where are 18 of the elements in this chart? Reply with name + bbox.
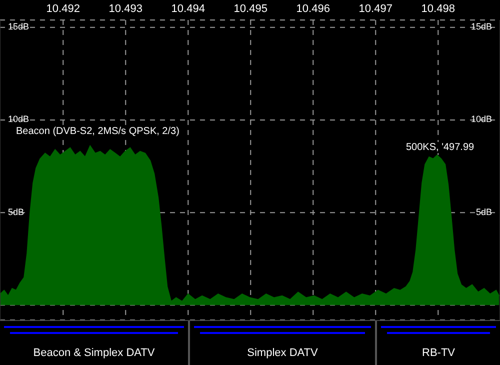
y2-tick-label: 15dB	[470, 22, 492, 32]
y-tick-label: 15dB	[8, 22, 30, 32]
x-tick-label: 10.493	[108, 3, 142, 15]
y2-tick-label: 5dB	[476, 206, 492, 217]
annotation: 500KS, '497.99	[405, 142, 476, 153]
text: Beacon & Simplex DATV	[32, 347, 156, 359]
text: Simplex DATV	[246, 347, 319, 359]
y-tick-label: 10dB	[8, 114, 30, 124]
y-tick-label: 5dB	[8, 206, 24, 217]
x-tick-label: 10.495	[234, 3, 268, 15]
y2-tick-label: 10dB	[470, 114, 492, 124]
x-tick-label: 10.492	[46, 3, 80, 15]
x-tick-label: 10.496	[296, 3, 330, 15]
x-tick-label: 10.497	[358, 3, 392, 15]
text: RB-TV	[421, 347, 456, 359]
annotation: Beacon (DVB-S2, 2MS/s QPSK, 2/3)	[15, 126, 180, 137]
x-tick-label: 10.498	[421, 3, 455, 15]
x-tick-label: 10.494	[171, 3, 205, 15]
